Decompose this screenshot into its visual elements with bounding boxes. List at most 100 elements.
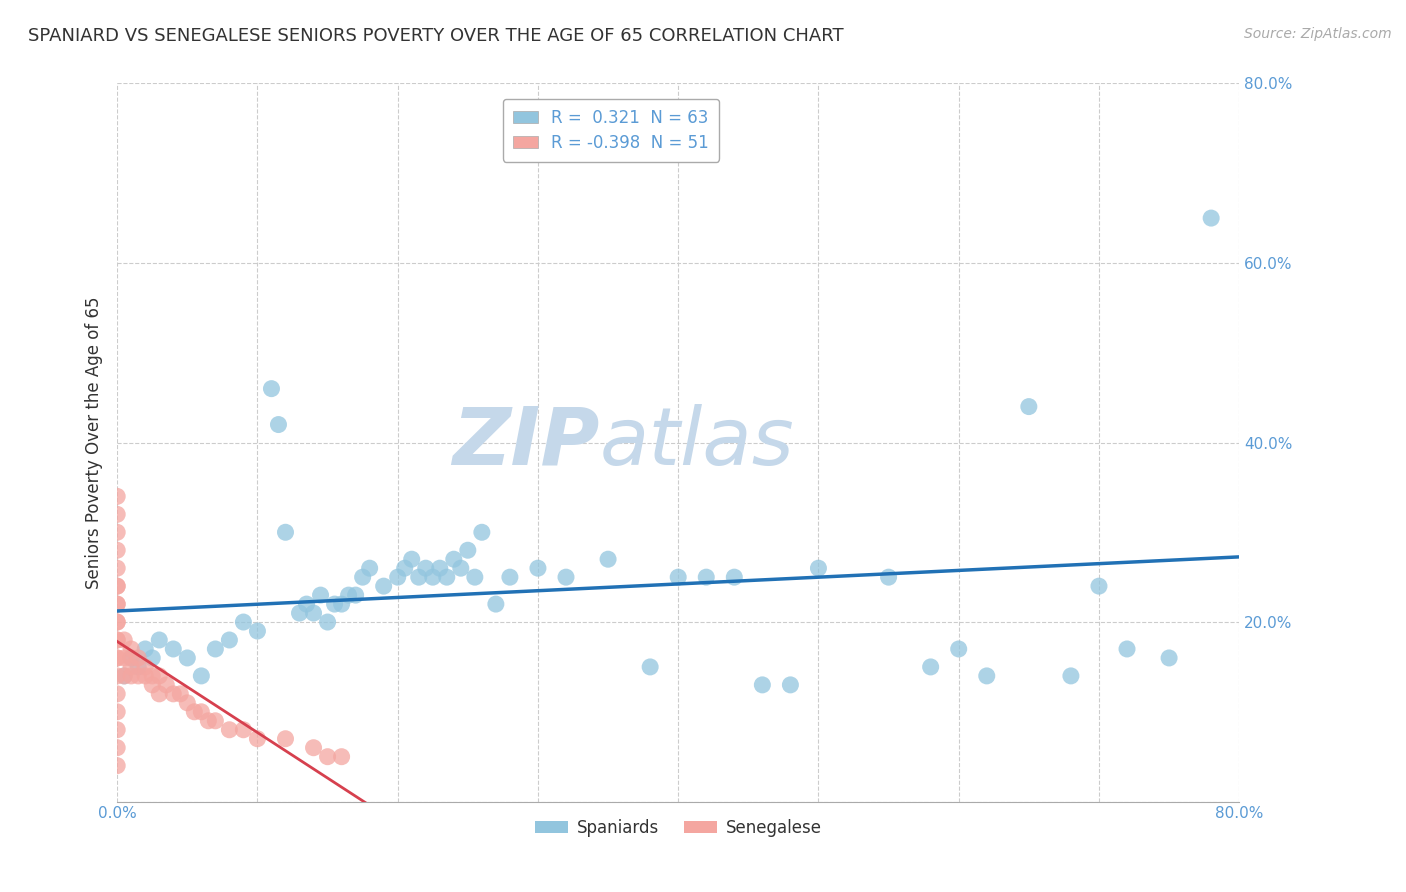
- Point: [1018, 400, 1040, 414]
- Point: [471, 525, 494, 540]
- Point: [204, 642, 226, 657]
- Point: [288, 606, 311, 620]
- Point: [1088, 579, 1111, 593]
- Point: [120, 660, 142, 674]
- Point: [105, 632, 128, 647]
- Point: [148, 632, 170, 647]
- Point: [176, 651, 198, 665]
- Point: [105, 758, 128, 772]
- Point: [148, 687, 170, 701]
- Point: [105, 579, 128, 593]
- Point: [429, 561, 451, 575]
- Point: [246, 731, 269, 746]
- Point: [877, 570, 900, 584]
- Point: [127, 660, 149, 674]
- Point: [1159, 651, 1181, 665]
- Point: [112, 669, 135, 683]
- Point: [197, 714, 219, 728]
- Point: [309, 588, 332, 602]
- Point: [134, 642, 156, 657]
- Point: [218, 632, 240, 647]
- Point: [295, 597, 318, 611]
- Point: [401, 552, 423, 566]
- Point: [120, 651, 142, 665]
- Point: [120, 669, 142, 683]
- Point: [260, 382, 283, 396]
- Point: [443, 552, 465, 566]
- Point: [169, 687, 191, 701]
- Point: [666, 570, 689, 584]
- Point: [1199, 211, 1222, 225]
- Point: [232, 615, 254, 629]
- Point: [162, 687, 184, 701]
- Y-axis label: Seniors Poverty Over the Age of 65: Seniors Poverty Over the Age of 65: [86, 296, 103, 589]
- Point: [105, 651, 128, 665]
- Point: [323, 597, 346, 611]
- Point: [176, 696, 198, 710]
- Point: [302, 606, 325, 620]
- Point: [373, 579, 395, 593]
- Point: [751, 678, 773, 692]
- Point: [638, 660, 661, 674]
- Text: SPANIARD VS SENEGALESE SENIORS POVERTY OVER THE AGE OF 65 CORRELATION CHART: SPANIARD VS SENEGALESE SENIORS POVERTY O…: [28, 27, 844, 45]
- Point: [499, 570, 522, 584]
- Point: [127, 651, 149, 665]
- Point: [120, 651, 142, 665]
- Text: ZIP: ZIP: [453, 403, 600, 482]
- Point: [105, 687, 128, 701]
- Point: [190, 705, 212, 719]
- Point: [695, 570, 717, 584]
- Point: [190, 669, 212, 683]
- Point: [232, 723, 254, 737]
- Point: [436, 570, 458, 584]
- Point: [105, 597, 128, 611]
- Point: [408, 570, 430, 584]
- Point: [1060, 669, 1083, 683]
- Point: [723, 570, 745, 584]
- Point: [141, 669, 163, 683]
- Point: [183, 705, 205, 719]
- Point: [105, 705, 128, 719]
- Point: [105, 615, 128, 629]
- Point: [394, 561, 416, 575]
- Point: [344, 588, 367, 602]
- Point: [127, 669, 149, 683]
- Point: [162, 642, 184, 657]
- Point: [105, 740, 128, 755]
- Point: [274, 731, 297, 746]
- Text: atlas: atlas: [600, 403, 794, 482]
- Point: [330, 597, 353, 611]
- Point: [112, 651, 135, 665]
- Point: [105, 632, 128, 647]
- Point: [112, 632, 135, 647]
- Point: [105, 669, 128, 683]
- Point: [415, 561, 437, 575]
- Point: [779, 678, 801, 692]
- Point: [246, 624, 269, 638]
- Point: [920, 660, 942, 674]
- Point: [464, 570, 486, 584]
- Point: [596, 552, 619, 566]
- Point: [485, 597, 508, 611]
- Point: [105, 597, 128, 611]
- Point: [807, 561, 830, 575]
- Point: [527, 561, 550, 575]
- Point: [218, 723, 240, 737]
- Legend: Spaniards, Senegalese: Spaniards, Senegalese: [529, 813, 828, 844]
- Point: [204, 714, 226, 728]
- Point: [359, 561, 381, 575]
- Point: [148, 669, 170, 683]
- Point: [105, 525, 128, 540]
- Point: [105, 651, 128, 665]
- Point: [134, 669, 156, 683]
- Point: [141, 678, 163, 692]
- Point: [105, 579, 128, 593]
- Point: [1116, 642, 1139, 657]
- Point: [948, 642, 970, 657]
- Point: [330, 749, 353, 764]
- Point: [105, 489, 128, 503]
- Point: [105, 561, 128, 575]
- Point: [134, 660, 156, 674]
- Point: [302, 740, 325, 755]
- Point: [105, 508, 128, 522]
